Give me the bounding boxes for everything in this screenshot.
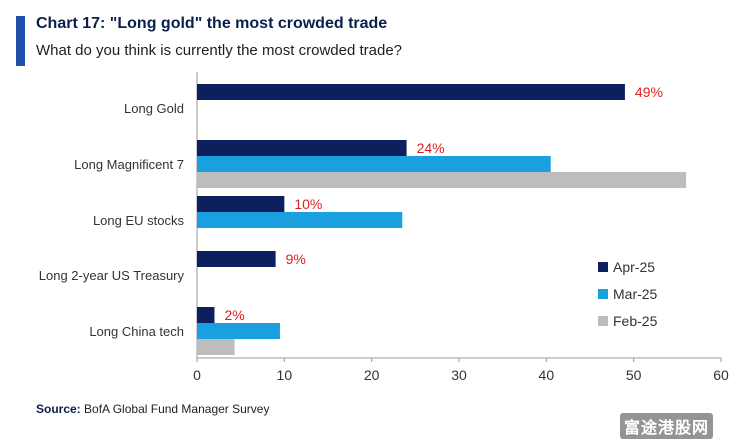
data-label: 9% (286, 251, 306, 267)
source-note: Source: BofA Global Fund Manager Survey (36, 402, 269, 416)
chart-title: Chart 17: "Long gold" the most crowded t… (36, 15, 388, 32)
bar-mar-25 (197, 156, 551, 172)
chart-subtitle: What do you think is currently the most … (36, 42, 403, 59)
legend-swatch (598, 262, 608, 272)
x-tick-label: 0 (193, 367, 201, 383)
x-tick-label: 60 (713, 367, 729, 383)
source-label: Source: (36, 402, 81, 416)
legend-swatch (598, 316, 608, 326)
category-label: Long 2-year US Treasury (39, 268, 185, 283)
category-label: Long Gold (124, 101, 184, 116)
bar-apr-25 (197, 84, 625, 100)
x-tick-label: 40 (539, 367, 555, 383)
category-label: Long China tech (89, 324, 184, 339)
x-tick-label: 50 (626, 367, 642, 383)
bar-mar-25 (197, 212, 403, 228)
legend-swatch (598, 289, 608, 299)
watermark: 富途港股网 (620, 413, 714, 439)
x-tick-label: 30 (451, 367, 467, 383)
category-label: Long Magnificent 7 (74, 157, 184, 172)
legend-label: Mar-25 (613, 286, 658, 302)
source-text: BofA Global Fund Manager Survey (84, 402, 270, 416)
bar-feb-25 (197, 339, 235, 355)
category-label: Long EU stocks (93, 213, 185, 228)
bar-mar-25 (197, 323, 280, 339)
data-label: 2% (224, 307, 244, 323)
data-label: 49% (635, 84, 663, 100)
legend-label: Apr-25 (613, 259, 655, 275)
bar-apr-25 (197, 140, 407, 156)
bar-apr-25 (197, 307, 215, 323)
bar-apr-25 (197, 196, 285, 212)
x-tick-label: 10 (277, 367, 293, 383)
bar-apr-25 (197, 251, 276, 267)
legend-label: Feb-25 (613, 313, 658, 329)
title-accent-bar (16, 16, 25, 66)
bar-feb-25 (197, 172, 687, 188)
x-tick-label: 20 (364, 367, 380, 383)
data-label: 10% (294, 196, 322, 212)
data-label: 24% (417, 140, 445, 156)
